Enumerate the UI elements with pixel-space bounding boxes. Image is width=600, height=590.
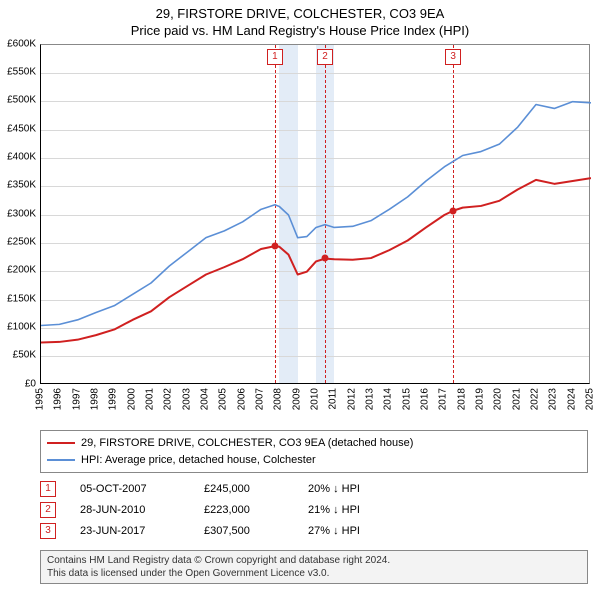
legend-box: 29, FIRSTORE DRIVE, COLCHESTER, CO3 9EA …	[40, 430, 588, 473]
x-tick-label: 2022	[530, 388, 541, 410]
event-marker-3: 3	[445, 49, 461, 65]
x-tick-label: 1995	[35, 388, 46, 410]
x-tick-label: 1999	[108, 388, 119, 410]
events-table: 1 05-OCT-2007 £245,000 20% ↓ HPI 2 28-JUN-201…	[40, 476, 588, 544]
x-tick-label: 2004	[200, 388, 211, 410]
footer-line1: Contains HM Land Registry data © Crown c…	[47, 554, 581, 567]
event-number-box: 2	[40, 502, 56, 518]
x-tick-label: 2003	[181, 388, 192, 410]
x-tick-label: 2002	[163, 388, 174, 410]
event-number-box: 1	[40, 481, 56, 497]
legend-row: HPI: Average price, detached house, Colc…	[47, 452, 581, 469]
x-tick-label: 1997	[71, 388, 82, 410]
legend-label: HPI: Average price, detached house, Colc…	[81, 452, 316, 469]
y-tick-label: £550K	[7, 67, 36, 78]
gridline-h	[41, 158, 589, 159]
x-tick-label: 2000	[126, 388, 137, 410]
chart-title: 29, FIRSTORE DRIVE, COLCHESTER, CO3 9EA …	[0, 0, 600, 40]
x-tick-label: 2015	[401, 388, 412, 410]
event-price: £245,000	[204, 483, 284, 495]
y-axis-labels: £0£50K£100K£150K£200K£250K£300K£350K£400…	[0, 44, 38, 384]
gridline-h	[41, 73, 589, 74]
x-tick-label: 2007	[255, 388, 266, 410]
event-row: 3 23-JUN-2017 £307,500 27% ↓ HPI	[40, 523, 588, 539]
y-tick-label: £500K	[7, 95, 36, 106]
x-tick-label: 2016	[420, 388, 431, 410]
event-number-box: 3	[40, 523, 56, 539]
x-tick-label: 2006	[236, 388, 247, 410]
event-hpi: 20% ↓ HPI	[308, 483, 360, 495]
event-price: £223,000	[204, 504, 284, 516]
sale-dot	[271, 242, 278, 249]
gridline-h	[41, 243, 589, 244]
gridline-h	[41, 271, 589, 272]
event-row: 1 05-OCT-2007 £245,000 20% ↓ HPI	[40, 481, 588, 497]
footer-line2: This data is licensed under the Open Gov…	[47, 567, 581, 580]
footer-box: Contains HM Land Registry data © Crown c…	[40, 550, 588, 584]
x-tick-label: 2019	[475, 388, 486, 410]
x-tick-label: 2017	[438, 388, 449, 410]
legend-swatch	[47, 442, 75, 444]
x-tick-label: 2001	[145, 388, 156, 410]
event-row: 2 28-JUN-2010 £223,000 21% ↓ HPI	[40, 502, 588, 518]
event-date: 23-JUN-2017	[80, 525, 180, 537]
y-tick-label: £350K	[7, 180, 36, 191]
x-tick-label: 1996	[53, 388, 64, 410]
x-tick-label: 2014	[383, 388, 394, 410]
title-line2: Price paid vs. HM Land Registry's House …	[0, 23, 600, 40]
y-tick-label: £150K	[7, 293, 36, 304]
x-tick-label: 2012	[346, 388, 357, 410]
plot-region: 1 2 3	[40, 44, 590, 384]
x-tick-label: 2010	[310, 388, 321, 410]
event-hpi: 21% ↓ HPI	[308, 504, 360, 516]
x-tick-label: 2025	[585, 388, 596, 410]
sale-dot	[450, 207, 457, 214]
event-hpi: 27% ↓ HPI	[308, 525, 360, 537]
x-tick-label: 2008	[273, 388, 284, 410]
x-tick-label: 2024	[566, 388, 577, 410]
legend-row: 29, FIRSTORE DRIVE, COLCHESTER, CO3 9EA …	[47, 435, 581, 452]
event-vline	[325, 45, 326, 383]
gridline-h	[41, 186, 589, 187]
event-price: £307,500	[204, 525, 284, 537]
x-tick-label: 1998	[90, 388, 101, 410]
event-date: 28-JUN-2010	[80, 504, 180, 516]
gridline-h	[41, 356, 589, 357]
gridline-h	[41, 328, 589, 329]
y-tick-label: £250K	[7, 237, 36, 248]
chart-area: 123 £0£50K£100K£150K£200K£250K£300K£350K…	[40, 44, 590, 384]
sale-dot	[321, 255, 328, 262]
x-tick-label: 2018	[456, 388, 467, 410]
y-tick-label: £450K	[7, 123, 36, 134]
y-tick-label: £400K	[7, 152, 36, 163]
event-marker-2: 2	[317, 49, 333, 65]
x-tick-label: 2013	[365, 388, 376, 410]
x-tick-label: 2021	[511, 388, 522, 410]
y-tick-label: £600K	[7, 38, 36, 49]
gridline-h	[41, 300, 589, 301]
event-vline	[275, 45, 276, 383]
x-tick-label: 2009	[291, 388, 302, 410]
x-tick-label: 2011	[328, 388, 339, 410]
recession-band	[279, 45, 297, 383]
y-tick-label: £50K	[13, 350, 36, 361]
x-tick-label: 2020	[493, 388, 504, 410]
y-tick-label: £200K	[7, 265, 36, 276]
title-line1: 29, FIRSTORE DRIVE, COLCHESTER, CO3 9EA	[0, 6, 600, 23]
gridline-h	[41, 130, 589, 131]
x-tick-label: 2023	[548, 388, 559, 410]
gridline-h	[41, 215, 589, 216]
legend-label: 29, FIRSTORE DRIVE, COLCHESTER, CO3 9EA …	[81, 435, 413, 452]
event-marker-1: 1	[267, 49, 283, 65]
y-tick-label: £300K	[7, 208, 36, 219]
y-tick-label: £100K	[7, 322, 36, 333]
event-date: 05-OCT-2007	[80, 483, 180, 495]
gridline-h	[41, 101, 589, 102]
legend-swatch	[47, 459, 75, 461]
x-axis-labels: 1995199619971998199920002001200220032004…	[40, 386, 590, 426]
x-tick-label: 2005	[218, 388, 229, 410]
